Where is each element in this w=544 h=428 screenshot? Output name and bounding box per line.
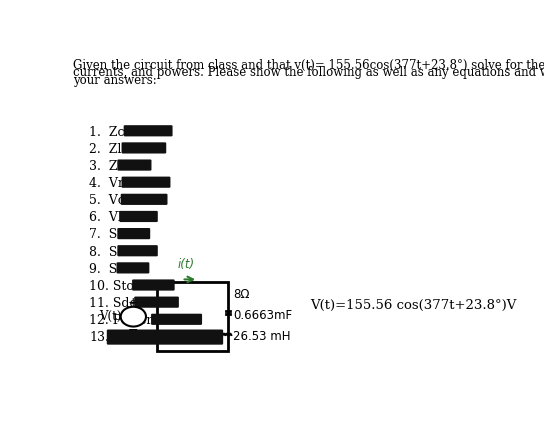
Text: 0.6663mF: 0.6663mF: [233, 309, 292, 322]
Circle shape: [121, 307, 146, 327]
Text: 26.53 mH: 26.53 mH: [233, 330, 290, 342]
Text: 9.  Sl: 9. Sl: [89, 263, 121, 276]
Text: 7.  Sr: 7. Sr: [89, 229, 123, 241]
Text: currents, and powers. Please show the following as well as any equations and wor: currents, and powers. Please show the fo…: [73, 66, 544, 79]
FancyBboxPatch shape: [121, 177, 170, 188]
Text: 3.  Zt: 3. Zt: [89, 160, 122, 173]
Text: 4.  Vr: 4. Vr: [89, 177, 124, 190]
Text: V(t)=155.56 cos(377t+23.8°)V: V(t)=155.56 cos(377t+23.8°)V: [311, 299, 517, 312]
Text: i(t): i(t): [178, 258, 195, 270]
FancyBboxPatch shape: [132, 279, 175, 291]
Text: 6.  Vl: 6. Vl: [89, 211, 122, 224]
Text: 2.  Zl: 2. Zl: [89, 143, 121, 156]
Text: 8Ω: 8Ω: [233, 288, 250, 301]
FancyBboxPatch shape: [120, 211, 158, 222]
Text: 13.: 13.: [89, 331, 109, 344]
FancyBboxPatch shape: [121, 143, 166, 154]
Text: 5.  Vc: 5. Vc: [89, 194, 125, 207]
Text: 10. Stotal: 10. Stotal: [89, 280, 151, 293]
Text: +: +: [128, 296, 139, 309]
FancyBboxPatch shape: [118, 245, 158, 256]
FancyBboxPatch shape: [116, 262, 150, 273]
Text: −: −: [128, 324, 139, 337]
Text: V(t): V(t): [99, 310, 121, 323]
Text: 12. Power Factor: 12. Power Factor: [89, 314, 197, 327]
Text: 1.  Zc: 1. Zc: [89, 125, 125, 139]
Text: your answers:: your answers:: [73, 74, 157, 87]
Bar: [157, 282, 228, 351]
Text: 11. Sdeliverd: 11. Sdeliverd: [89, 297, 174, 310]
FancyBboxPatch shape: [123, 125, 172, 137]
Text: 8.  Sc: 8. Sc: [89, 246, 125, 259]
FancyBboxPatch shape: [151, 314, 202, 325]
FancyBboxPatch shape: [118, 160, 151, 171]
FancyBboxPatch shape: [118, 228, 150, 239]
Text: v: v: [130, 310, 137, 323]
Text: Given the circuit from class and that v(t)= 155.56cos(377t+23.8°) solve for the : Given the circuit from class and that v(…: [73, 59, 544, 71]
FancyBboxPatch shape: [107, 330, 223, 345]
FancyBboxPatch shape: [134, 297, 179, 308]
FancyBboxPatch shape: [121, 194, 168, 205]
